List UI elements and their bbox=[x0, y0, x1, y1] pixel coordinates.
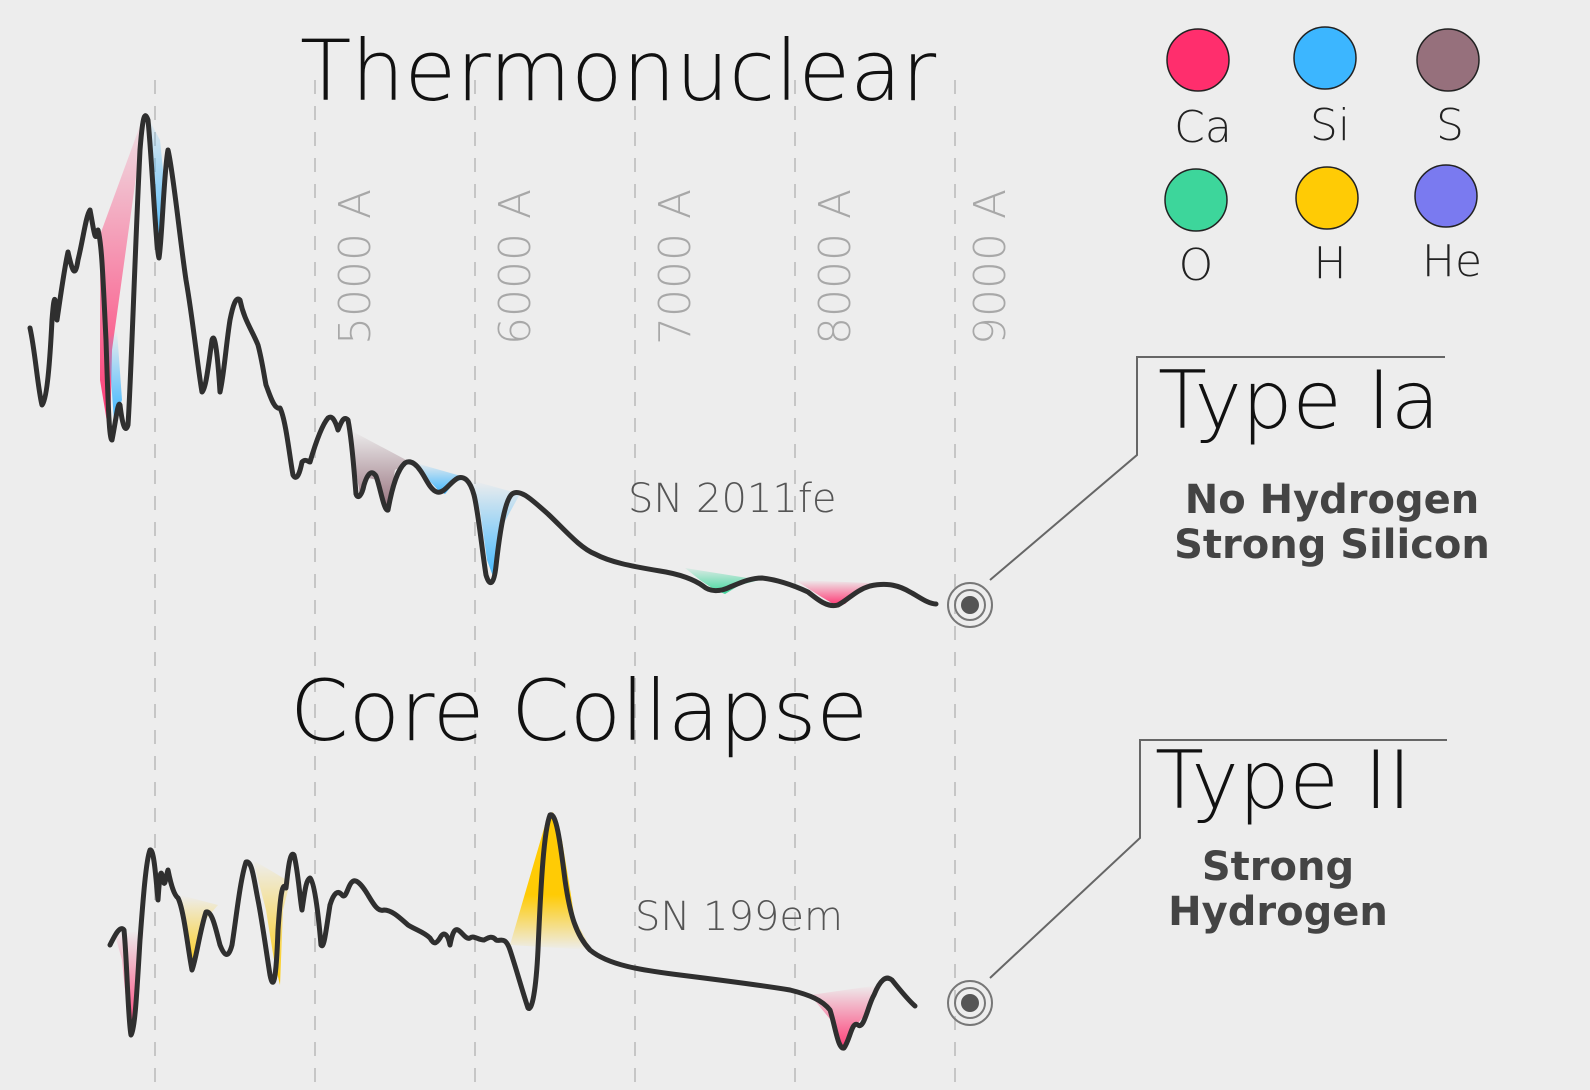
type-ia-title: Type Ia bbox=[1158, 354, 1440, 447]
h-alpha-peak-fill bbox=[510, 812, 592, 950]
tick-label-7000: 7000 A bbox=[650, 189, 701, 345]
legend-item-o: O bbox=[1164, 168, 1228, 291]
o-swatch bbox=[1164, 168, 1228, 232]
legend-label-ca: Ca bbox=[1174, 102, 1232, 153]
s-absorption-fill bbox=[350, 430, 410, 510]
ca-absorption-fill-cc-red bbox=[810, 985, 880, 1050]
si-absorption-fill-1 bbox=[412, 462, 468, 494]
tick-label-9000: 9000 A bbox=[965, 189, 1016, 345]
h-absorption-fill-2 bbox=[253, 860, 290, 985]
type-ii-connector bbox=[989, 739, 1447, 979]
wavelength-grid bbox=[154, 80, 956, 1085]
type-ii-title: Type II bbox=[1155, 734, 1411, 827]
target-icon bbox=[947, 582, 993, 628]
legend-label-h: H bbox=[1313, 238, 1346, 289]
tick-label-5000: 5000 A bbox=[330, 189, 381, 345]
core-collapse-sn-label: SN 199em bbox=[635, 894, 843, 940]
legend-label-s: S bbox=[1436, 100, 1464, 151]
h-swatch bbox=[1295, 166, 1359, 230]
thermonuclear-sn-label: SN 2011fe bbox=[628, 476, 837, 522]
legend-item-si: Si bbox=[1293, 26, 1357, 151]
wavelength-tick-labels: 5000 A 6000 A 7000 A 8000 A 9000 A bbox=[330, 189, 1016, 345]
core-collapse-spectrum bbox=[107, 812, 918, 1051]
he-swatch bbox=[1414, 164, 1478, 228]
type-ii-desc-line2: Hydrogen bbox=[1168, 889, 1388, 935]
o-absorption-fill bbox=[685, 568, 760, 594]
ca-absorption-fill-red bbox=[795, 580, 870, 605]
thermonuclear-title: Thermonuclear bbox=[300, 22, 937, 120]
ca-swatch bbox=[1166, 28, 1230, 92]
tick-label-6000: 6000 A bbox=[490, 189, 541, 345]
si-swatch bbox=[1293, 26, 1357, 90]
legend-item-s: S bbox=[1416, 28, 1480, 151]
s-swatch bbox=[1416, 28, 1480, 92]
si-absorption-fill-blue bbox=[108, 330, 122, 420]
thermonuclear-spectrum bbox=[27, 113, 939, 609]
tick-label-8000: 8000 A bbox=[810, 189, 861, 345]
type-ia-connector bbox=[989, 356, 1445, 581]
type-ia-desc-line2: Strong Silicon bbox=[1174, 522, 1490, 568]
legend-label-he: He bbox=[1422, 236, 1482, 287]
target-icon bbox=[947, 980, 993, 1026]
legend-label-si: Si bbox=[1310, 100, 1350, 151]
type-ii-desc-line1: Strong bbox=[1202, 844, 1354, 890]
type-ia-desc-line1: No Hydrogen bbox=[1185, 477, 1480, 523]
element-legend: Ca Si S O H He bbox=[1164, 26, 1482, 291]
core-collapse-title: Core Collapse bbox=[290, 662, 868, 760]
legend-item-ca: Ca bbox=[1166, 28, 1232, 153]
legend-item-h: H bbox=[1295, 166, 1359, 289]
legend-label-o: O bbox=[1179, 240, 1214, 291]
legend-item-he: He bbox=[1414, 164, 1482, 287]
